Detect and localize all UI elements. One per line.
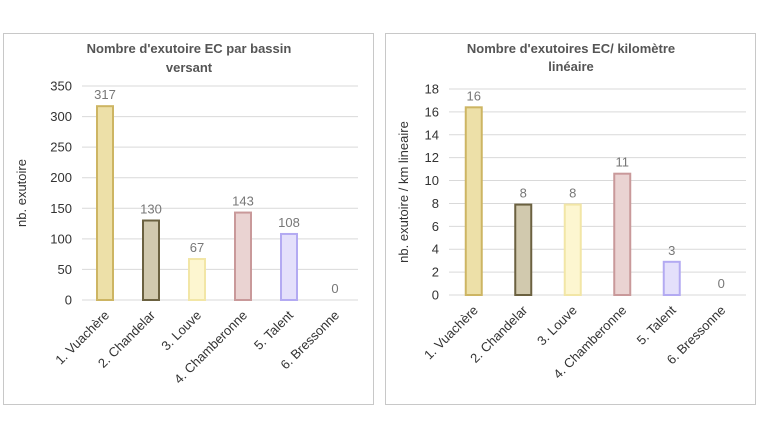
bar [281, 234, 297, 300]
y-tick-label: 250 [50, 140, 72, 155]
bar [189, 259, 205, 300]
y-tick-label: 300 [50, 109, 72, 124]
y-tick-label: 0 [65, 293, 72, 308]
y-axis-label: nb. exutoire [14, 159, 29, 227]
data-label: 0 [718, 276, 725, 291]
data-label: 8 [569, 186, 576, 201]
chart-title-line: Nombre d'exutoire EC par bassin [87, 41, 292, 56]
y-tick-label: 150 [50, 201, 72, 216]
y-tick-label: 50 [58, 262, 72, 277]
bar [515, 205, 531, 295]
y-tick-label: 10 [425, 173, 439, 188]
data-label: 143 [232, 194, 254, 209]
bar [235, 213, 251, 300]
y-axis-label: nb. exutoire / km lineaire [396, 121, 411, 263]
chart-panel-exutoires-par-km: Nombre d'exutoires EC/ kilomètre linéaire… [385, 33, 756, 405]
y-tick-label: 0 [432, 288, 439, 303]
bar [565, 205, 581, 295]
y-tick-label: 4 [432, 242, 439, 257]
data-label: 0 [331, 281, 338, 296]
y-tick-label: 14 [425, 127, 439, 142]
category-label: 3. Louve [158, 308, 204, 354]
data-label: 16 [467, 88, 481, 103]
chart-title-line: Nombre d'exutoires EC/ kilomètre [467, 41, 675, 56]
chart-exutoires-par-bassin: Nombre d'exutoire EC par bassin versant 0 5… [4, 34, 375, 406]
data-label: 67 [190, 240, 204, 255]
chart-title-line: linéaire [548, 59, 594, 74]
y-tick-label: 16 [425, 104, 439, 119]
y-tick-label: 6 [432, 219, 439, 234]
category-label: 5. Talent [251, 307, 296, 352]
chart-title-line: versant [166, 60, 213, 75]
category-label: 5. Talent [634, 302, 679, 347]
y-tick-label: 18 [425, 82, 439, 97]
category-label: 3. Louve [534, 303, 580, 349]
data-label: 317 [94, 87, 116, 102]
data-label: 3 [668, 243, 675, 258]
data-label: 130 [140, 202, 162, 217]
chart-panel-exutoires-par-bassin: Nombre d'exutoire EC par bassin versant 0 5… [3, 33, 374, 405]
bar [614, 174, 630, 295]
y-tick-label: 100 [50, 231, 72, 246]
data-label: 11 [616, 155, 630, 170]
bar [664, 262, 680, 295]
bar [143, 221, 159, 300]
y-tick-label: 8 [432, 196, 439, 211]
bar [97, 106, 113, 300]
y-tick-label: 350 [50, 79, 72, 94]
data-label: 8 [520, 186, 527, 201]
y-tick-label: 2 [432, 265, 439, 280]
bar [466, 107, 482, 295]
chart-exutoires-par-km: Nombre d'exutoires EC/ kilomètre linéaire… [386, 34, 757, 406]
data-label: 108 [278, 215, 300, 230]
y-tick-label: 200 [50, 170, 72, 185]
y-tick-label: 12 [425, 150, 439, 165]
